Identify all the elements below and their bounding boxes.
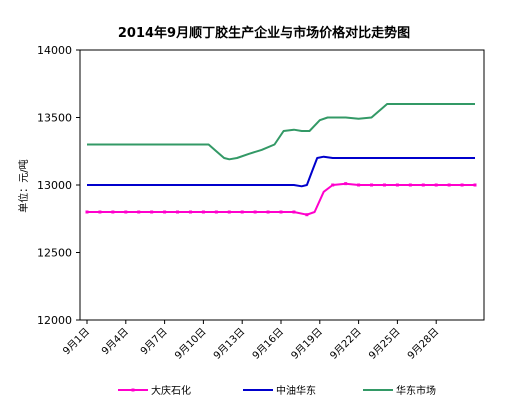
series-marker-1 [408,183,412,187]
series-line-3 [87,103,475,161]
series-marker-1 [292,210,296,214]
series-marker-1 [370,183,374,187]
y-tick-label: 12500 [37,247,72,260]
x-tick-label: 9月22日 [328,326,364,362]
series-marker-1 [163,210,167,214]
x-tick-label: 9月13日 [211,326,247,362]
legend-label-3: 华东市场 [396,384,436,397]
series-marker-1 [176,210,180,214]
x-tick-label: 9月10日 [172,326,208,362]
y-tick-label: 12000 [37,314,72,327]
series-marker-1 [150,210,154,214]
legend: 大庆石化 中油华东 华东市场 [118,384,436,397]
x-tick-label: 9月19日 [289,326,325,362]
x-tick-label: 9月4日 [99,326,131,358]
y-tick-label: 14000 [37,44,72,57]
series-marker-1 [357,183,361,187]
x-tick-label: 9月25日 [366,326,402,362]
series-marker-1 [305,213,309,217]
series-marker-1 [227,210,231,214]
series-marker-1 [188,210,192,214]
y-axis-label: 单位：元/吨 [17,159,30,212]
series-marker-1 [421,183,425,187]
series-marker-1 [344,182,348,186]
series-marker-1 [98,210,102,214]
series-marker-1 [447,183,451,187]
series-marker-1 [111,210,115,214]
series-marker-1 [266,210,270,214]
series-marker-1 [253,210,257,214]
legend-label-1: 大庆石化 [151,384,191,397]
y-tick-label: 13500 [37,112,72,125]
series-marker-1 [124,210,128,214]
series-marker-1 [382,183,386,187]
x-tick-label: 9月7日 [138,326,170,358]
series-marker-1 [279,210,283,214]
series-marker-1 [214,210,218,214]
x-tick-label: 9月1日 [60,326,92,358]
series-marker-1 [434,183,438,187]
series-marker-1 [395,183,399,187]
series-marker-1 [473,183,477,187]
series-marker-1 [460,183,464,187]
chart-title: 2014年9月顺丁胶生产企业与市场价格对比走势图 [118,25,410,41]
y-tick-label: 13000 [37,179,72,192]
series-marker-1 [240,210,244,214]
series-marker-1 [137,210,141,214]
x-tick-label: 9月16日 [250,326,286,362]
series-line-2 [87,155,475,188]
legend-label-2: 中油华东 [276,384,316,397]
series-line-1 [87,182,475,216]
series-marker-1 [331,183,335,187]
x-tick-label: 9月28日 [405,326,441,362]
series-marker-1 [85,210,89,214]
legend-marker-1 [131,388,135,392]
series-marker-1 [201,210,205,214]
